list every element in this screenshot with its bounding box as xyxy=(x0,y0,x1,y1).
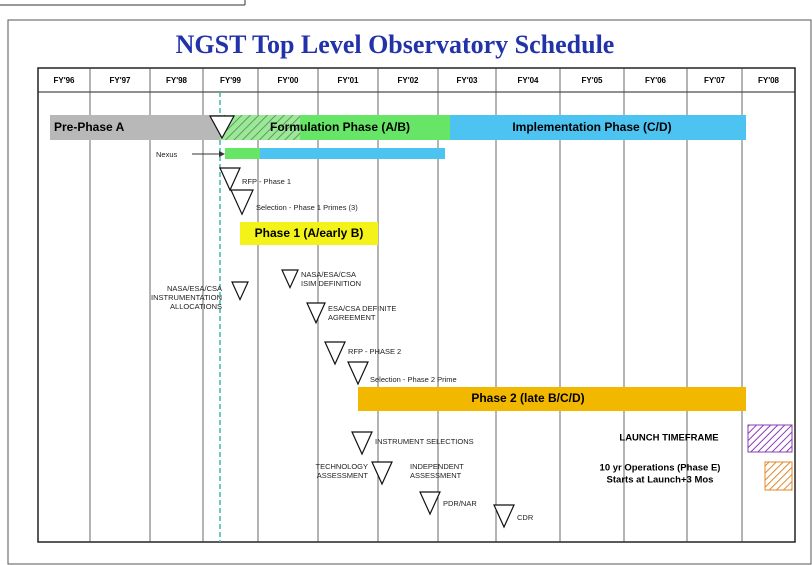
milestone-label: INSTRUMENTATION xyxy=(151,293,222,302)
table-border xyxy=(37,67,796,543)
year-header: FY'02 xyxy=(397,76,419,85)
phase-label: Phase 2 (late B/C/D) xyxy=(471,391,584,405)
phase-bar xyxy=(300,115,450,140)
milestone xyxy=(493,504,515,529)
milestone-label: CDR xyxy=(517,513,534,522)
milestone-label: PDR/NAR xyxy=(443,499,477,508)
milestone xyxy=(324,341,346,366)
nexus-label: Nexus xyxy=(156,150,178,159)
phase-bar xyxy=(220,115,300,140)
milestone-label: RFP - Phase 1 xyxy=(242,177,291,186)
year-header: FY'01 xyxy=(337,76,359,85)
legend-label: 10 yr Operations (Phase E) xyxy=(600,463,721,474)
milestone-label: Selection - Phase 1 Primes (3) xyxy=(256,203,358,212)
frame xyxy=(7,19,812,565)
year-header: FY'99 xyxy=(220,76,242,85)
milestone xyxy=(419,491,441,516)
milestone-label: INDEPENDENT xyxy=(410,462,464,471)
legend-swatch xyxy=(747,424,793,453)
milestone xyxy=(351,431,373,456)
year-header: FY'96 xyxy=(53,76,75,85)
year-header: FY'04 xyxy=(517,76,539,85)
phase-bar xyxy=(50,115,220,140)
year-header: FY'07 xyxy=(704,76,726,85)
year-header: FY'00 xyxy=(277,76,299,85)
year-header: FY'05 xyxy=(581,76,603,85)
milestone-label: TECHNOLOGY xyxy=(315,462,368,471)
year-header: FY'97 xyxy=(109,76,131,85)
milestone-label: ASSESSMENT xyxy=(410,471,462,480)
nexus-bar xyxy=(225,148,260,159)
phase-label: Formulation Phase (A/B) xyxy=(270,120,410,134)
milestone-label: NASA/ESA/CSA xyxy=(167,284,222,293)
phase-label: Phase 1 (A/early B) xyxy=(255,226,364,240)
nexus-bar xyxy=(260,148,445,159)
arrowhead xyxy=(219,151,225,157)
milestone xyxy=(371,461,393,486)
milestone xyxy=(219,167,241,192)
milestone xyxy=(281,269,299,290)
milestone-label: RFP - PHASE 2 xyxy=(348,347,401,356)
milestone-label: ALLOCATIONS xyxy=(170,302,222,311)
phase-bar xyxy=(358,387,746,411)
milestone xyxy=(231,281,249,302)
legend: LAUNCH TIMEFRAME 10 yr Operations (Phase … xyxy=(600,433,721,486)
legend-label: Starts at Launch+3 Mos xyxy=(607,475,714,486)
milestone xyxy=(230,189,254,216)
milestone xyxy=(306,302,326,325)
milestone-label: ASSESSMENT xyxy=(317,471,369,480)
legend-label: LAUNCH TIMEFRAME xyxy=(619,433,718,444)
phase-bar xyxy=(450,115,746,140)
year-header: FY'03 xyxy=(456,76,478,85)
milestone-label: ESA/CSA DEFINITE xyxy=(328,304,396,313)
milestone xyxy=(208,115,236,140)
milestone xyxy=(347,361,369,386)
title: NGST Top Level Observatory Schedule xyxy=(176,30,615,59)
phase-label: Pre-Phase A xyxy=(54,120,125,134)
milestone-label: Selection - Phase 2 Prime xyxy=(370,375,457,384)
year-header: FY'98 xyxy=(166,76,188,85)
phase-bar xyxy=(240,222,378,245)
milestones: RFP - Phase 1 Selection - Phase 1 Primes … xyxy=(151,167,534,529)
milestone-label: ISIM DEFINITION xyxy=(301,279,361,288)
milestone-label: NASA/ESA/CSA xyxy=(301,270,356,279)
milestone-label: AGREEMENT xyxy=(328,313,376,322)
year-header: FY'08 xyxy=(758,76,780,85)
legend-swatch xyxy=(764,461,793,491)
milestone-label: INSTRUMENT SELECTIONS xyxy=(375,437,474,446)
year-header: FY'06 xyxy=(645,76,667,85)
phase-label: Implementation Phase (C/D) xyxy=(512,120,671,134)
